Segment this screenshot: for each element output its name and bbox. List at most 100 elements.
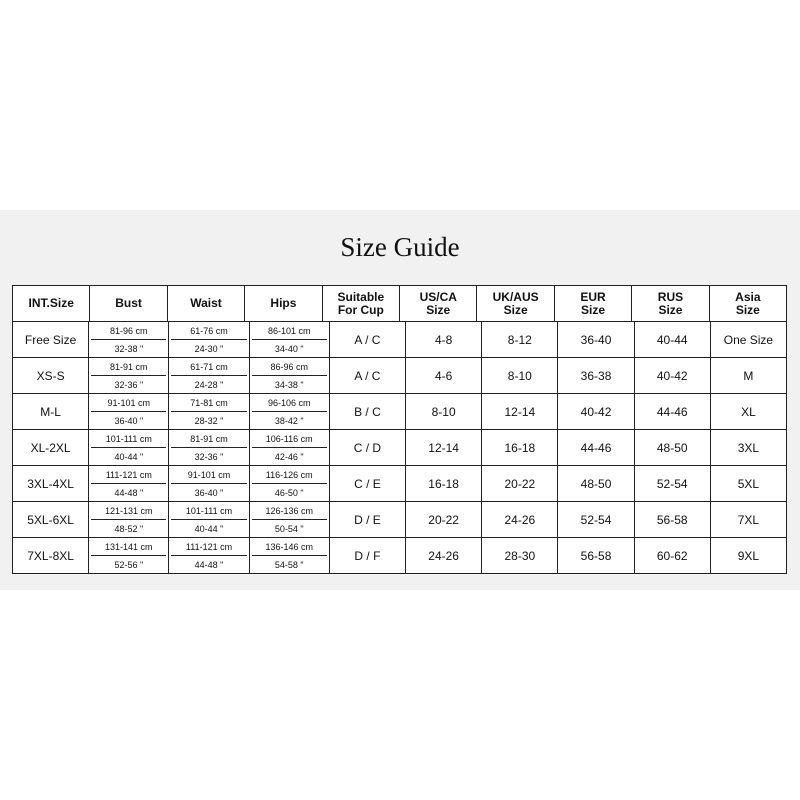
cell-rus: 40-42	[633, 358, 710, 393]
inch-value: 36-40 "	[114, 415, 144, 426]
cell-us: 20-22	[405, 502, 481, 537]
inch-value: 32-36 "	[114, 379, 144, 390]
cell-rus: 60-62	[633, 538, 710, 573]
cell-rus: 44-46	[633, 394, 710, 429]
cm-value: 61-71 cm	[171, 358, 247, 376]
inch-value: 52-56 "	[114, 559, 144, 570]
table-row: XL-2XL 101-111 cm 40-44 " 81-91 cm 32-36 " 10…	[13, 429, 786, 465]
cell-asia: 5XL	[709, 466, 786, 501]
cell-rus: 52-54	[633, 466, 710, 501]
page-title: Size Guide	[340, 232, 460, 262]
inch-value: 54-58 "	[274, 559, 304, 570]
inch-value: 32-36 "	[194, 451, 224, 462]
cell-rus: 56-58	[633, 502, 710, 537]
cell-bust: 81-96 cm 32-38 "	[88, 322, 168, 357]
cell-us: 8-10	[405, 394, 481, 429]
cell-int: Free Size	[24, 332, 77, 347]
table-header: INT.Size Bust Waist Hips Suitable For Cup US/…	[13, 286, 786, 321]
cell-eur: 48-50	[557, 466, 633, 501]
cell-waist: 81-91 cm 32-36 "	[168, 430, 248, 465]
cell-uk: 28-30	[481, 538, 557, 573]
column-header: RUS Size	[631, 286, 708, 321]
cm-value: 81-96 cm	[91, 322, 167, 340]
inch-value: 34-38 "	[274, 379, 304, 390]
table-row: 3XL-4XL 111-121 cm 44-48 " 91-101 cm 36-40 "…	[13, 465, 786, 501]
cell-asia: M	[709, 358, 786, 393]
cell-hips: 136-146 cm 54-58 "	[248, 538, 329, 573]
inch-value: 40-44 "	[194, 523, 224, 534]
size-table: INT.Size Bust Waist Hips Suitable For Cup US/…	[12, 285, 787, 574]
cm-value: 81-91 cm	[171, 430, 247, 448]
cell-bust: 111-121 cm 44-48 "	[88, 466, 168, 501]
cell-bust: 121-131 cm 48-52 "	[88, 502, 168, 537]
table-row: 7XL-8XL 131-141 cm 52-56 " 111-121 cm 44-48 …	[13, 537, 786, 573]
inch-value: 48-52 "	[114, 523, 144, 534]
cm-value: 111-121 cm	[171, 538, 247, 556]
cell-cup: C / E	[328, 466, 405, 501]
cell-hips: 86-96 cm 34-38 "	[248, 358, 329, 393]
inch-value: 44-48 "	[114, 487, 144, 498]
cell-asia: 7XL	[709, 502, 786, 537]
inch-value: 28-32 "	[194, 415, 224, 426]
cell-cup: D / F	[328, 538, 405, 573]
table-row: Free Size 81-96 cm 32-38 " 61-76 cm 24-30 " 8…	[13, 321, 786, 357]
inch-value: 24-28 "	[194, 379, 224, 390]
cell-waist: 71-81 cm 28-32 "	[168, 394, 248, 429]
inch-value: 38-42 "	[274, 415, 304, 426]
inch-value: 36-40 "	[194, 487, 224, 498]
table-row: XS-S 81-91 cm 32-36 " 61-71 cm 24-28 " 86-96 …	[13, 357, 786, 393]
cm-value: 81-91 cm	[91, 358, 167, 376]
cell-uk: 24-26	[481, 502, 557, 537]
cell-cup: B / C	[328, 394, 405, 429]
cell-bust: 101-111 cm 40-44 "	[88, 430, 168, 465]
cell-us: 12-14	[405, 430, 481, 465]
cm-value: 106-116 cm	[251, 430, 327, 448]
cell-bust: 131-141 cm 52-56 "	[88, 538, 168, 573]
cm-value: 101-111 cm	[91, 430, 167, 448]
cell-hips: 116-126 cm 46-50 "	[248, 466, 329, 501]
cell-eur: 36-40	[557, 322, 633, 357]
column-header: US/CA Size	[399, 286, 476, 321]
cell-asia: XL	[709, 394, 786, 429]
cell-eur: 36-38	[557, 358, 633, 393]
inch-value: 24-30 "	[194, 343, 224, 354]
cell-hips: 106-116 cm 42-46 "	[248, 430, 329, 465]
cm-value: 126-136 cm	[251, 502, 327, 520]
column-header: Asia Size	[708, 286, 786, 321]
cell-waist: 101-111 cm 40-44 "	[168, 502, 248, 537]
column-header: Hips	[244, 286, 321, 321]
inch-value: 44-48 "	[194, 559, 224, 570]
cm-value: 86-101 cm	[251, 322, 327, 340]
cm-value: 131-141 cm	[91, 538, 167, 556]
inch-value: 34-40 "	[274, 343, 304, 354]
cell-int: XS-S	[36, 368, 65, 383]
cm-value: 96-106 cm	[251, 394, 327, 412]
inch-value: 50-54 "	[274, 523, 304, 534]
cell-uk: 16-18	[481, 430, 557, 465]
cell-waist: 61-76 cm 24-30 "	[168, 322, 248, 357]
cell-waist: 91-101 cm 36-40 "	[168, 466, 248, 501]
cell-us: 4-6	[405, 358, 481, 393]
cell-int: M-L	[40, 404, 61, 419]
cell-asia: One Size	[709, 322, 786, 357]
cm-value: 91-101 cm	[171, 466, 247, 484]
cell-hips: 126-136 cm 50-54 "	[248, 502, 329, 537]
cell-eur: 52-54	[557, 502, 633, 537]
cm-value: 121-131 cm	[91, 502, 167, 520]
cell-uk: 8-12	[481, 322, 557, 357]
cell-int: 3XL-4XL	[27, 476, 74, 491]
cell-waist: 111-121 cm 44-48 "	[168, 538, 248, 573]
table-row: 5XL-6XL 121-131 cm 48-52 " 101-111 cm 40-44 …	[13, 501, 786, 537]
column-header: Bust	[89, 286, 166, 321]
cell-cup: D / E	[328, 502, 405, 537]
column-header: INT.Size	[28, 296, 74, 310]
cell-bust: 81-91 cm 32-36 "	[88, 358, 168, 393]
inch-value: 42-46 "	[274, 451, 304, 462]
cell-bust: 91-101 cm 36-40 "	[88, 394, 168, 429]
cell-int: 5XL-6XL	[27, 512, 74, 527]
cell-asia: 9XL	[709, 538, 786, 573]
cell-eur: 56-58	[557, 538, 633, 573]
cell-cup: C / D	[328, 430, 405, 465]
cell-us: 24-26	[405, 538, 481, 573]
cell-us: 4-8	[405, 322, 481, 357]
